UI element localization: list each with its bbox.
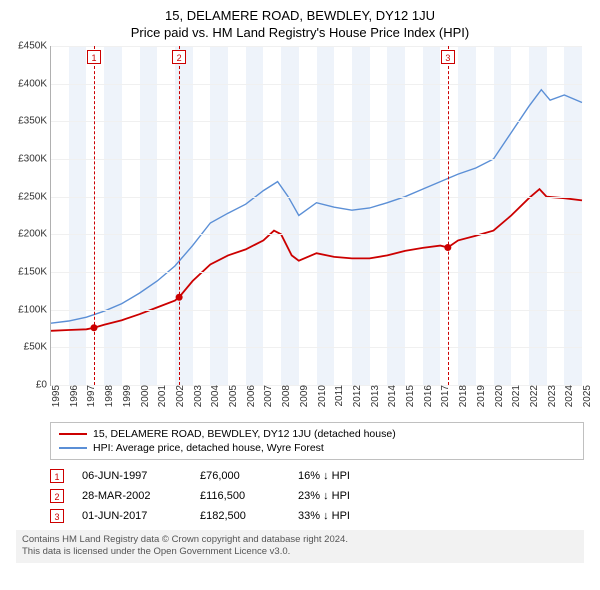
x-tick-label: 2024 — [560, 385, 575, 407]
legend-swatch — [59, 447, 87, 449]
x-tick-label: 1998 — [100, 385, 115, 407]
x-tick-label: 2009 — [295, 385, 310, 407]
x-tick-label: 2013 — [366, 385, 381, 407]
y-tick-label: £200K — [18, 229, 51, 240]
x-tick-label: 2000 — [136, 385, 151, 407]
tx-date: 01-JUN-2017 — [82, 510, 182, 522]
x-tick-label: 2012 — [348, 385, 363, 407]
x-tick-label: 2006 — [242, 385, 257, 407]
x-tick-label: 2004 — [206, 385, 221, 407]
x-tick-label: 1996 — [65, 385, 80, 407]
x-tick-label: 2023 — [543, 385, 558, 407]
transaction-table: 1 06-JUN-1997 £76,000 16% ↓ HPI 2 28-MAR… — [50, 466, 584, 526]
legend-swatch — [59, 433, 87, 435]
x-tick-label: 2007 — [259, 385, 274, 407]
x-tick-label: 1997 — [82, 385, 97, 407]
x-tick-label: 1995 — [47, 385, 62, 407]
x-tick-label: 2008 — [277, 385, 292, 407]
x-tick-label: 2016 — [419, 385, 434, 407]
legend-label: HPI: Average price, detached house, Wyre… — [93, 442, 324, 454]
chart-marker-box: 3 — [441, 50, 455, 64]
y-tick-label: £150K — [18, 267, 51, 278]
tx-price: £76,000 — [200, 470, 280, 482]
title-block: 15, DELAMERE ROAD, BEWDLEY, DY12 1JU Pri… — [8, 8, 592, 40]
table-row: 3 01-JUN-2017 £182,500 33% ↓ HPI — [50, 506, 584, 526]
x-tick-label: 2022 — [525, 385, 540, 407]
x-tick-label: 2018 — [454, 385, 469, 407]
y-tick-label: £300K — [18, 154, 51, 165]
y-tick-label: £250K — [18, 191, 51, 202]
tx-marker-box: 2 — [50, 489, 64, 503]
x-tick-label: 2017 — [436, 385, 451, 407]
chart-container: 15, DELAMERE ROAD, BEWDLEY, DY12 1JU Pri… — [0, 0, 600, 590]
x-tick-label: 2025 — [578, 385, 593, 407]
legend-item: 15, DELAMERE ROAD, BEWDLEY, DY12 1JU (de… — [59, 427, 575, 441]
x-tick-label: 2002 — [171, 385, 186, 407]
tx-price: £182,500 — [200, 510, 280, 522]
table-row: 2 28-MAR-2002 £116,500 23% ↓ HPI — [50, 486, 584, 506]
tx-marker-box: 1 — [50, 469, 64, 483]
x-tick-label: 2020 — [490, 385, 505, 407]
title-subtitle: Price paid vs. HM Land Registry's House … — [8, 25, 592, 40]
footer-line: This data is licensed under the Open Gov… — [22, 546, 578, 558]
plot-area: £0£50K£100K£150K£200K£250K£300K£350K£400… — [50, 46, 582, 386]
x-tick-label: 2011 — [330, 385, 345, 407]
y-tick-label: £450K — [18, 41, 51, 52]
y-tick-label: £100K — [18, 304, 51, 315]
x-tick-label: 2010 — [313, 385, 328, 407]
x-tick-label: 2021 — [507, 385, 522, 407]
tx-date: 28-MAR-2002 — [82, 490, 182, 502]
footer-attribution: Contains HM Land Registry data © Crown c… — [16, 530, 584, 563]
x-tick-label: 2003 — [189, 385, 204, 407]
legend-label: 15, DELAMERE ROAD, BEWDLEY, DY12 1JU (de… — [93, 428, 396, 440]
tx-delta: 23% ↓ HPI — [298, 490, 398, 502]
y-tick-label: £350K — [18, 116, 51, 127]
chart-svg — [51, 46, 582, 385]
x-tick-label: 2014 — [383, 385, 398, 407]
y-tick-label: £400K — [18, 78, 51, 89]
y-tick-label: £50K — [24, 342, 51, 353]
tx-marker-box: 3 — [50, 509, 64, 523]
tx-delta: 16% ↓ HPI — [298, 470, 398, 482]
x-tick-label: 2001 — [153, 385, 168, 407]
chart-marker-box: 2 — [172, 50, 186, 64]
title-address: 15, DELAMERE ROAD, BEWDLEY, DY12 1JU — [8, 8, 592, 23]
footer-line: Contains HM Land Registry data © Crown c… — [22, 534, 578, 546]
chart-marker-box: 1 — [87, 50, 101, 64]
tx-delta: 33% ↓ HPI — [298, 510, 398, 522]
x-tick-label: 2019 — [472, 385, 487, 407]
legend-item: HPI: Average price, detached house, Wyre… — [59, 441, 575, 455]
x-tick-label: 2005 — [224, 385, 239, 407]
tx-price: £116,500 — [200, 490, 280, 502]
x-tick-label: 1999 — [118, 385, 133, 407]
x-tick-label: 2015 — [401, 385, 416, 407]
legend: 15, DELAMERE ROAD, BEWDLEY, DY12 1JU (de… — [50, 422, 584, 460]
tx-date: 06-JUN-1997 — [82, 470, 182, 482]
table-row: 1 06-JUN-1997 £76,000 16% ↓ HPI — [50, 466, 584, 486]
